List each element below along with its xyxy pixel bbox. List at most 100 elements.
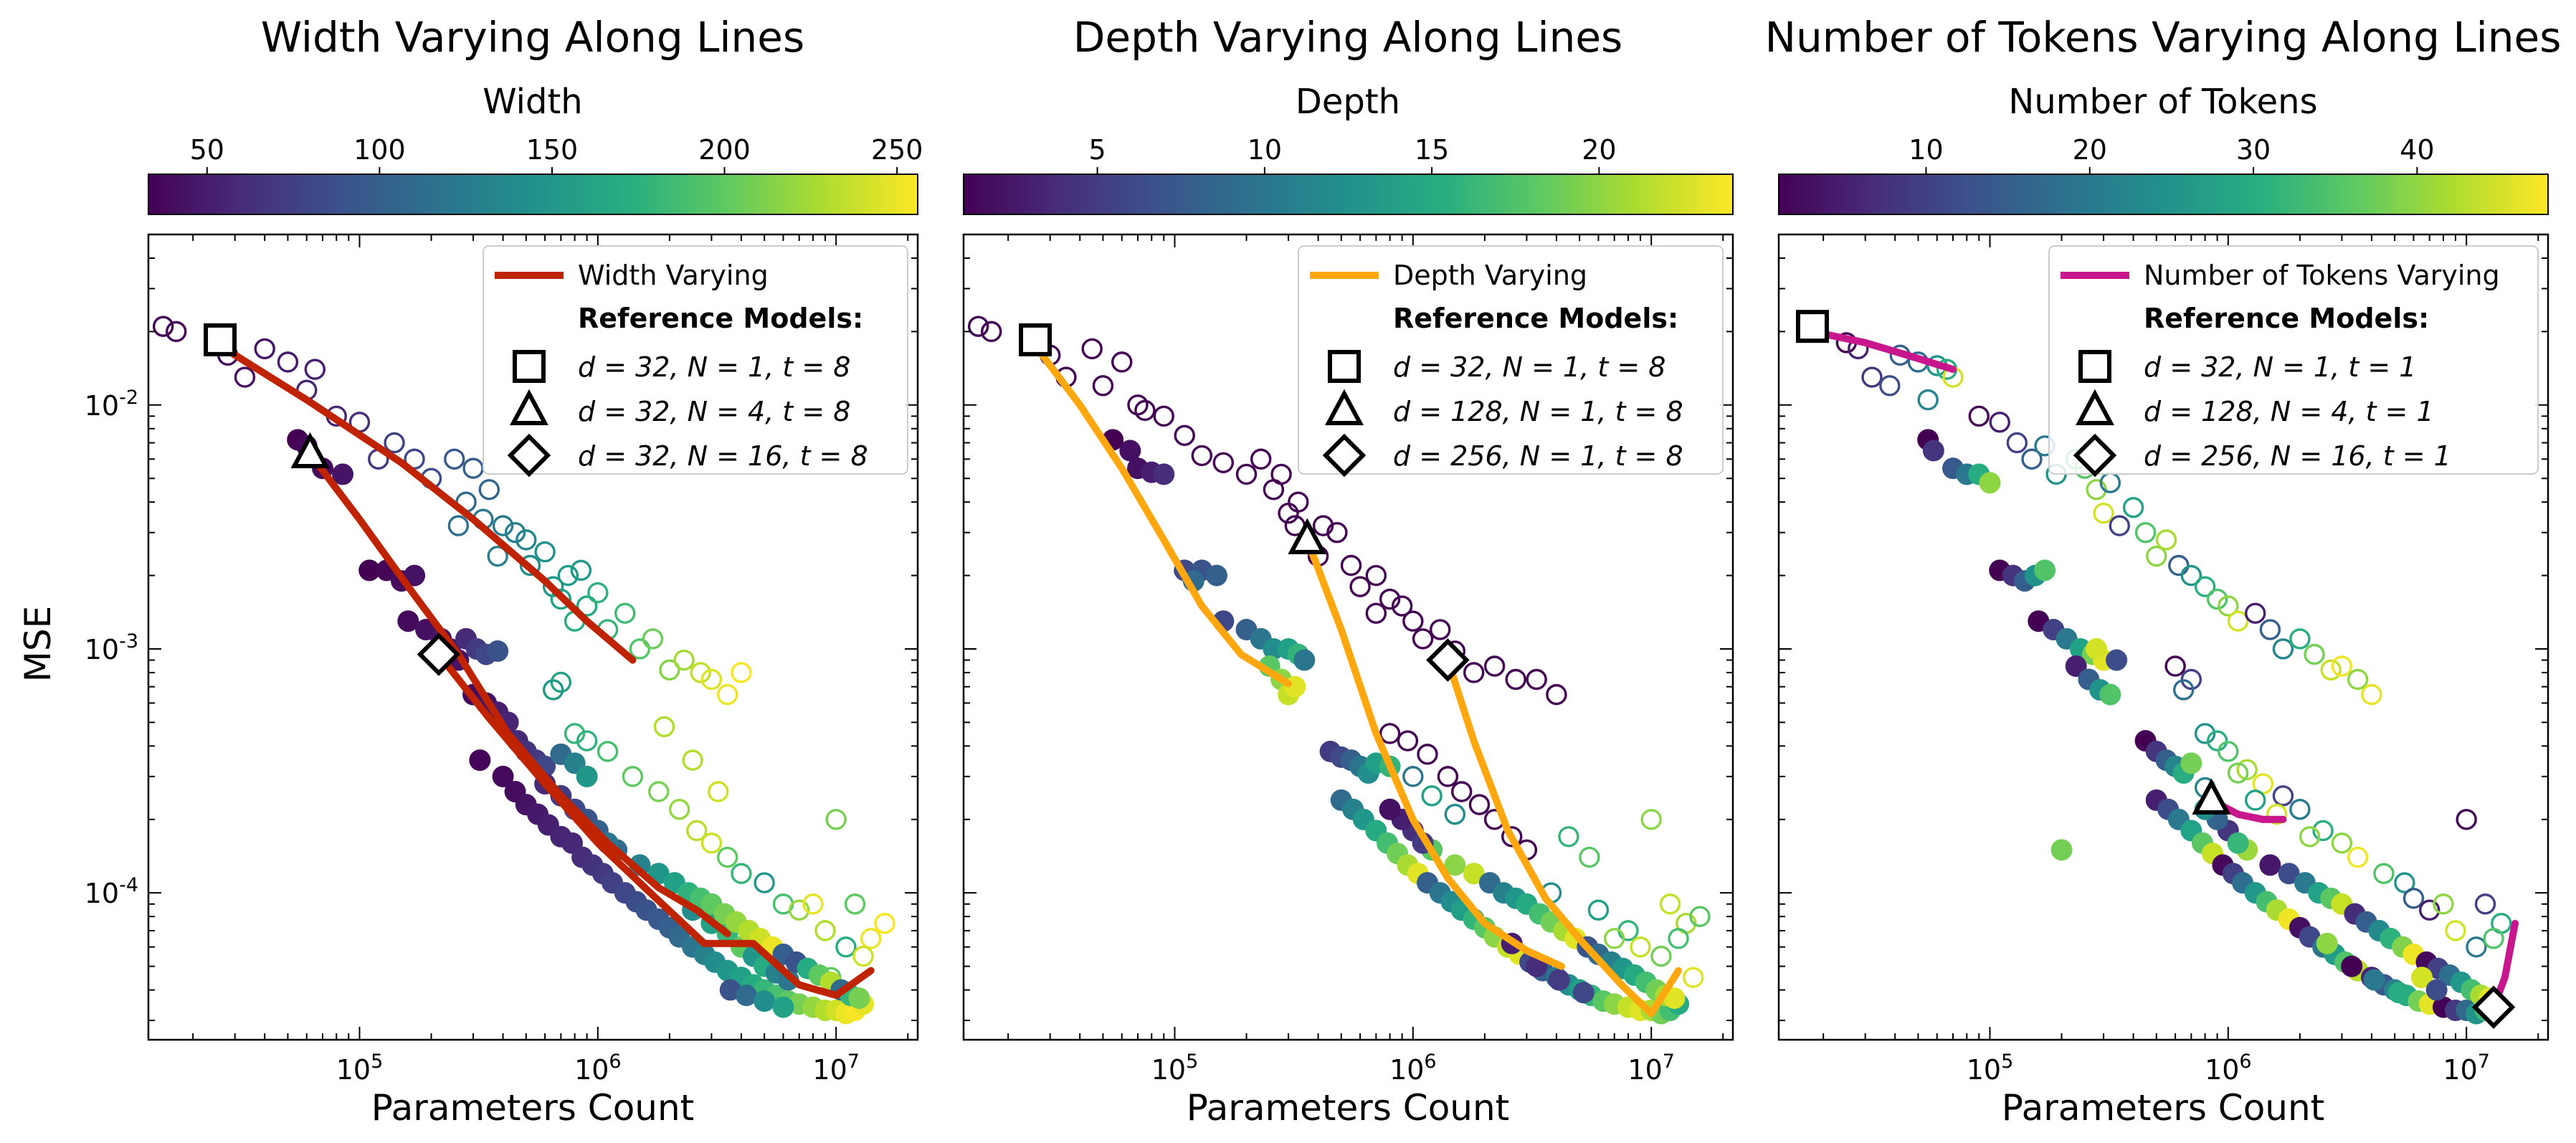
hollow-point xyxy=(2299,826,2321,848)
reference-point-square xyxy=(1019,323,1052,356)
hollow-point xyxy=(254,338,275,360)
axes-frame xyxy=(962,233,1734,1041)
hollow-point xyxy=(478,479,500,501)
hollow-point xyxy=(659,659,680,681)
hollow-point xyxy=(2155,529,2177,551)
legend-marker-diamond xyxy=(2073,433,2117,478)
x-axis-label: Parameters Count xyxy=(371,1087,695,1129)
colorbar-tick-label: 5 xyxy=(1089,134,1106,166)
hollow-point xyxy=(2134,521,2157,544)
series-line xyxy=(217,342,637,664)
hollow-point xyxy=(1468,794,1491,815)
hollow-point xyxy=(597,741,619,762)
filled-point xyxy=(358,559,381,582)
reference-point-diamond xyxy=(2471,985,2516,1029)
hollow-point xyxy=(1463,662,1485,683)
filled-point xyxy=(848,987,870,1010)
hollow-point xyxy=(708,781,729,802)
hollow-point xyxy=(2206,588,2228,610)
hollow-point xyxy=(731,662,752,683)
hollow-point xyxy=(515,529,537,551)
hollow-point xyxy=(1917,389,1939,411)
filled-point xyxy=(2099,683,2121,706)
hollow-point xyxy=(1349,576,1371,597)
filled-point xyxy=(2086,637,2108,660)
hollow-point xyxy=(1134,399,1156,422)
hollow-point xyxy=(1402,610,1424,632)
hollow-point xyxy=(2259,619,2281,640)
colorbar xyxy=(148,174,918,215)
hollow-point xyxy=(2006,432,2028,454)
legend: Number of Tokens Varying Reference Models… xyxy=(2048,245,2539,478)
hollow-point xyxy=(700,668,723,691)
hollow-point xyxy=(2289,798,2311,820)
colorbar-tick-label: 50 xyxy=(190,134,224,166)
filled-point xyxy=(1293,649,1316,671)
hollow-point xyxy=(860,928,882,949)
hollow-point xyxy=(1365,602,1387,624)
hollow-point xyxy=(1579,846,1600,868)
legend-ref-label: d = 256, N = 1, t = 8 xyxy=(1393,440,1683,472)
hollow-point xyxy=(2272,785,2294,807)
hollow-point xyxy=(2245,602,2266,624)
hollow-point xyxy=(967,316,989,337)
hollow-point xyxy=(1587,899,1610,921)
filled-point xyxy=(2227,832,2249,854)
hollow-point xyxy=(1402,766,1424,787)
hollow-point xyxy=(492,515,514,536)
hollow-point xyxy=(2320,659,2342,681)
panel-title: Number of Tokens Varying Along Lines xyxy=(1765,13,2562,62)
plot-area: 105 106 107 10-4 10-3 10-2 Width Varying Refere… xyxy=(85,233,919,1086)
axes-frame xyxy=(1777,233,2549,1041)
hollow-point xyxy=(1546,683,1567,706)
hollow-point xyxy=(1617,920,1639,942)
hollow-point xyxy=(2109,515,2131,536)
hollow-point xyxy=(504,521,526,544)
hollow-point xyxy=(462,457,484,479)
hollow-point xyxy=(557,564,579,587)
hollow-point xyxy=(1989,412,2010,433)
x-tick-label: 106 xyxy=(1389,1050,1437,1086)
hollow-point xyxy=(642,628,664,650)
filled-point xyxy=(332,463,354,485)
hollow-point xyxy=(614,602,636,624)
colorbar-label: Number of Tokens xyxy=(2008,82,2317,122)
hollow-point xyxy=(1501,826,1523,848)
hollow-point xyxy=(2402,888,2425,909)
colorbar-tick-label: 20 xyxy=(1582,134,1616,166)
panel-depth-varying: Depth Varying Along Lines Depth 5 10 15 20 … xyxy=(962,13,1734,1129)
filled-point xyxy=(1663,987,1686,1010)
legend-header: Reference Models: xyxy=(578,303,863,334)
hollow-point xyxy=(716,846,738,868)
hollow-point xyxy=(2456,809,2477,830)
legend-ref-label: d = 32, N = 4, t = 8 xyxy=(578,396,850,427)
filled-point xyxy=(2411,967,2433,989)
filled-point xyxy=(2316,932,2338,954)
filled-point xyxy=(469,749,491,772)
hollow-point xyxy=(1365,564,1387,587)
legend-header: Reference Models: xyxy=(2144,303,2429,334)
x-axis-label: Parameters Count xyxy=(2002,1087,2325,1129)
filled-point xyxy=(1548,969,1570,991)
colorbar-label: Depth xyxy=(1296,82,1400,122)
hollow-point xyxy=(1430,619,1451,640)
filled-point xyxy=(2387,982,2410,1004)
series-line xyxy=(1303,536,1565,970)
hollow-point xyxy=(550,588,572,610)
reference-point-diamond xyxy=(417,632,461,676)
axes-frame xyxy=(147,233,919,1041)
hollow-point xyxy=(682,749,703,771)
legend-marker-triangle xyxy=(2075,389,2115,425)
hollow-point xyxy=(1437,766,1459,787)
filled-point xyxy=(1979,472,2001,494)
hollow-point xyxy=(852,945,874,967)
hollow-point xyxy=(981,321,1002,343)
hollow-point xyxy=(1191,445,1213,467)
x-tick-label: 105 xyxy=(1967,1050,2014,1086)
y-tick-label: 10-3 xyxy=(85,630,138,665)
filled-point xyxy=(1922,440,1944,462)
series-line xyxy=(1032,342,1293,688)
hollow-point xyxy=(2347,846,2369,868)
colorbar-ticks: 10 20 30 40 xyxy=(1909,134,2435,174)
